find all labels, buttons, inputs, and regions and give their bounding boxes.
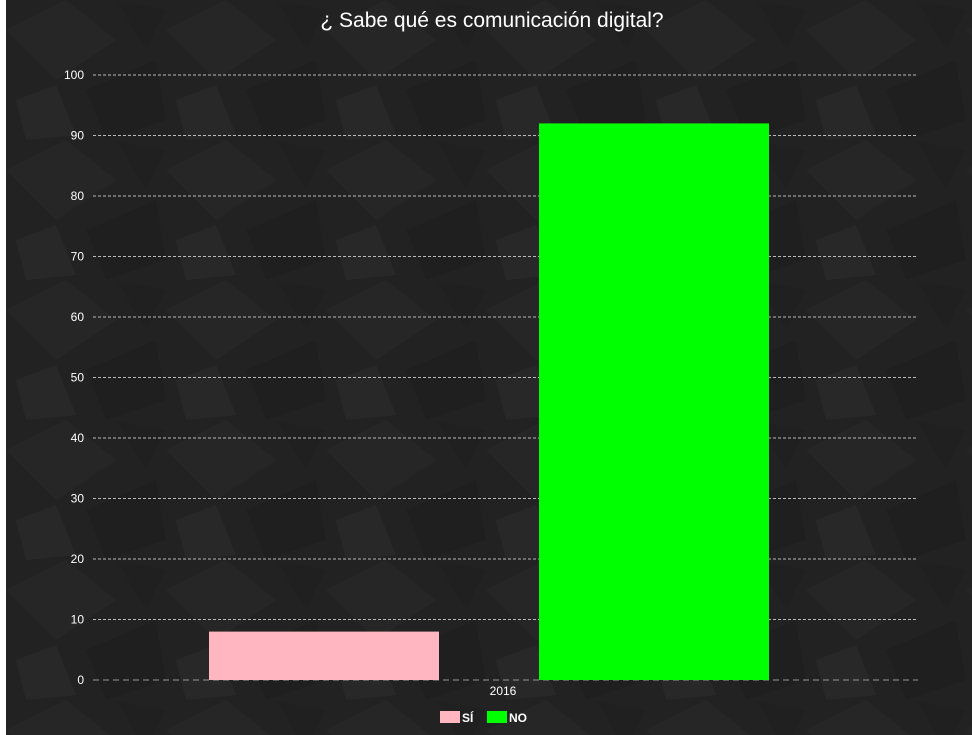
gridlines xyxy=(93,74,918,681)
y-tick-label: 10 xyxy=(71,613,85,627)
bar-no[interactable] xyxy=(539,123,769,680)
y-tick-label: 70 xyxy=(71,250,85,264)
chart-container: ¿ Sabe qué es comunicación digital? 0 10 2… xyxy=(6,0,972,735)
legend-label-si[interactable]: SÍ xyxy=(462,710,474,725)
legend: SÍ NO xyxy=(440,710,527,725)
y-tick-label: 40 xyxy=(71,431,85,445)
legend-swatch-si[interactable] xyxy=(440,711,460,723)
y-axis-ticks: 0 10 20 30 40 50 60 70 80 90 100 xyxy=(64,68,84,687)
legend-swatch-no[interactable] xyxy=(487,711,507,723)
bar-si[interactable] xyxy=(209,631,439,680)
x-tick-label: 2016 xyxy=(490,684,517,698)
chart-background xyxy=(6,0,972,735)
bars xyxy=(209,123,769,680)
y-tick-label: 90 xyxy=(71,129,85,143)
y-tick-label: 0 xyxy=(77,673,84,687)
chart-title: ¿ Sabe qué es comunicación digital? xyxy=(320,9,663,32)
y-tick-label: 60 xyxy=(71,310,85,324)
y-tick-label: 50 xyxy=(71,371,85,385)
y-tick-label: 20 xyxy=(71,552,85,566)
y-tick-label: 80 xyxy=(71,189,85,203)
legend-label-no[interactable]: NO xyxy=(509,711,527,725)
y-tick-label: 30 xyxy=(71,492,85,506)
bar-chart: ¿ Sabe qué es comunicación digital? 0 10 2… xyxy=(6,0,972,735)
y-tick-label: 100 xyxy=(64,68,84,82)
